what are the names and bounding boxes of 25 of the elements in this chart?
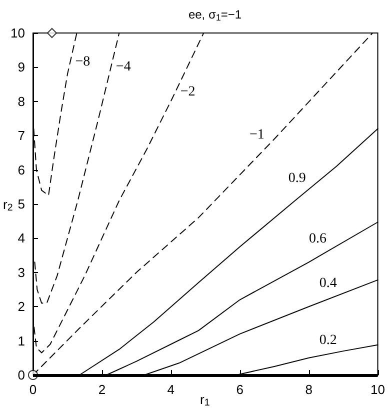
y-tick-label: 0 xyxy=(18,368,25,382)
x-tick-label: 6 xyxy=(236,382,244,397)
y-tick-label: 2 xyxy=(18,299,25,314)
y-tick-label: 5 xyxy=(18,196,25,212)
annotation: −4 xyxy=(116,60,131,75)
y-tick-label: 8 xyxy=(18,94,25,109)
x-tick-label: 4 xyxy=(167,382,175,397)
x-tick-label: 8 xyxy=(305,382,312,397)
y-tick-label: 10 xyxy=(10,26,25,40)
annotation: 0.2 xyxy=(319,333,337,348)
y-tick-label: 7 xyxy=(18,128,25,144)
annotation: 0.9 xyxy=(288,170,306,186)
annotation: 0.4 xyxy=(319,276,337,292)
annotation: −8 xyxy=(75,54,90,70)
y-tick-label: 6 xyxy=(18,162,25,178)
y-tick-label: 9 xyxy=(18,60,25,75)
y-tick-label: 3 xyxy=(18,264,25,280)
annotation: −2 xyxy=(180,84,196,100)
y-tick-label: 1 xyxy=(18,333,25,348)
x-tick-label: 10 xyxy=(370,382,386,397)
x-tick-label: 2 xyxy=(98,382,106,397)
annotation: 0.6 xyxy=(309,232,326,247)
annotation: −1 xyxy=(250,128,264,143)
y-tick-label: 4 xyxy=(18,230,25,246)
x-tick-label: 0 xyxy=(29,382,37,397)
